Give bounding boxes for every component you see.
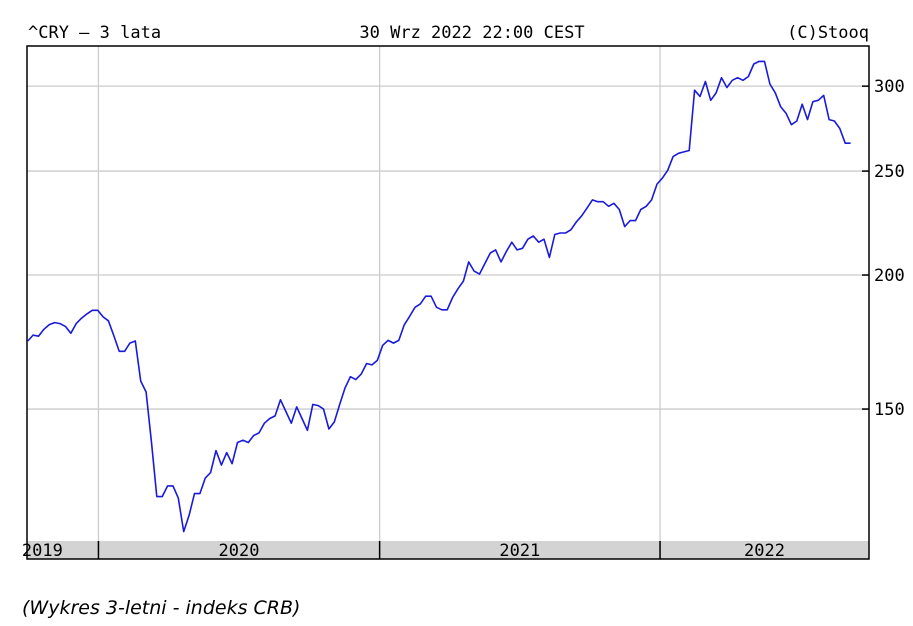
chart-title: ^CRY – 3 lata bbox=[28, 23, 161, 43]
y-axis: 150 200 250 300 bbox=[862, 77, 905, 420]
chart-timestamp: 30 Wrz 2022 22:00 CEST bbox=[359, 23, 584, 43]
chart-copyright: (C)Stooq bbox=[787, 23, 869, 43]
y-tick-label: 200 bbox=[874, 266, 905, 286]
x-axis: 2019 2020 2021 2022 bbox=[22, 541, 785, 561]
grid bbox=[27, 46, 869, 541]
x-tick-label: 2019 bbox=[22, 541, 63, 561]
series-line bbox=[27, 60, 851, 533]
y-tick-label: 250 bbox=[874, 162, 905, 182]
y-tick-label: 300 bbox=[874, 77, 905, 97]
plot-area bbox=[27, 60, 851, 533]
x-tick-label: 2022 bbox=[744, 541, 785, 561]
plot-frame bbox=[26, 45, 870, 560]
x-tick-label: 2020 bbox=[219, 541, 260, 561]
chart-caption: (Wykres 3-letni - indeks CRB) bbox=[22, 597, 301, 619]
y-tick-label: 150 bbox=[874, 400, 905, 420]
x-tick-label: 2021 bbox=[499, 541, 540, 561]
x-axis-band bbox=[27, 541, 869, 559]
